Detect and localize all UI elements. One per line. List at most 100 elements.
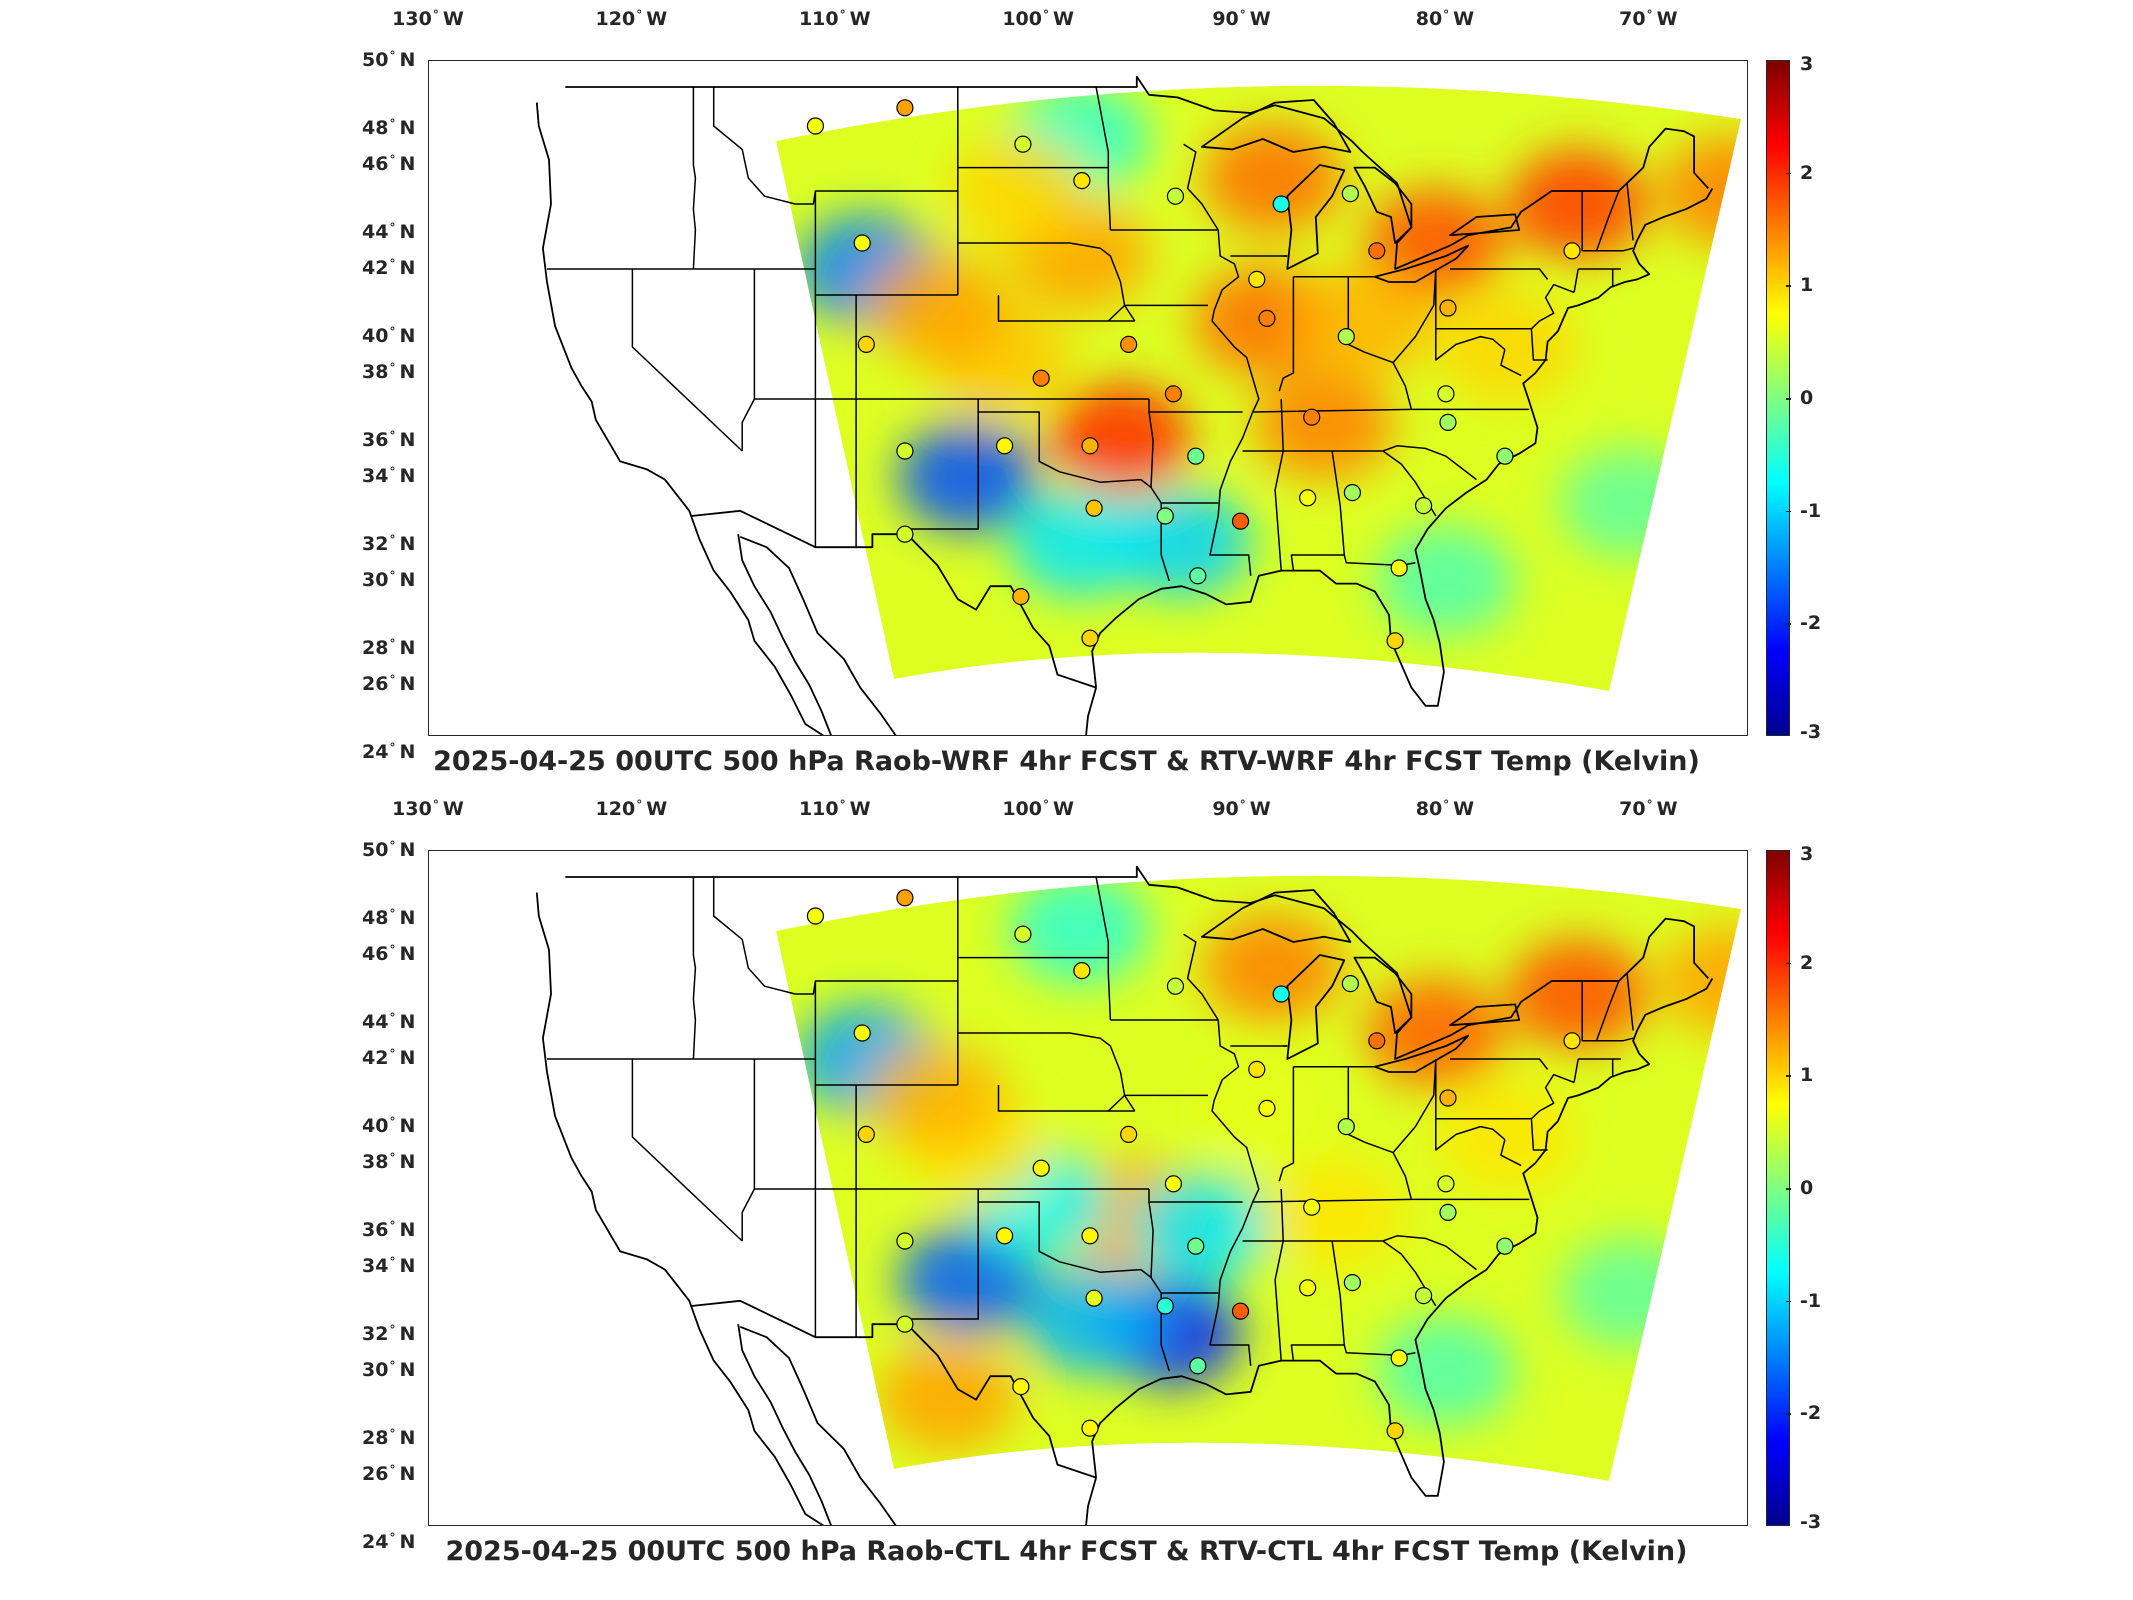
raob-station-marker [1341,975,1359,993]
lat-tick-label: 40° N [362,1115,416,1137]
colorbar-tick-label: -2 [1800,1402,1822,1425]
lat-tick-label: 32° N [362,533,416,555]
map-svg [535,75,1741,735]
lat-tick-label: 38° N [362,1151,416,1173]
lon-tick-label: 110° W [798,8,871,30]
raob-station-marker [1085,499,1103,517]
lat-tick-label: 24° N [362,1531,416,1553]
lat-tick-label: 26° N [362,673,416,695]
field-anomaly [1508,939,1649,1049]
state-border [1095,876,1112,1021]
colorbar-tick [1786,172,1791,175]
field-anomaly [867,253,1008,363]
raob-station-marker [853,234,871,252]
state-border [1347,268,1437,364]
raob-station-marker [1496,447,1514,465]
raob-station-marker [1231,512,1250,530]
coastline [737,1324,832,1525]
state-border [547,1058,743,1242]
raob-station-marker [1496,1237,1514,1255]
field-anomaly [1559,1238,1699,1348]
raob-station-marker [1189,567,1207,585]
colorbar-tick-label: 2 [1800,161,1814,184]
raob-station-marker [1014,925,1032,943]
colorbar-tick [1786,1300,1791,1303]
state-border [1343,1344,1416,1357]
field-anomaly [1436,292,1577,402]
lon-tick-label: 70° W [1619,798,1678,820]
field-anomaly [897,422,1038,532]
state-border [741,269,756,451]
state-border [1183,933,1260,1366]
lat-tick-label: 40° N [362,325,416,347]
lon-tick-label: 70° W [1619,8,1678,30]
raob-station-marker [1085,1289,1103,1307]
state-border [741,1059,756,1241]
raob-station-marker [1032,369,1050,387]
state-border [1582,1037,1634,1042]
field-anomaly [1203,913,1344,1023]
raob-station-marker [1073,961,1091,980]
raob-station-marker [1439,413,1457,431]
lat-tick-label: 30° N [362,569,416,591]
field-anomaly [897,1225,1038,1335]
lat-tick-label: 30° N [362,1359,416,1381]
colorbar-tick-label: 1 [1800,274,1814,297]
raob-station-marker [1156,1297,1174,1315]
bottom-map-panel: 130° W 120° W 110° W 100° W 90° W 80° W 70° W 50° N 48° N… [0,790,2133,1600]
raob-station-marker [1337,1118,1355,1136]
raob-station-marker [1343,484,1361,502]
coastline [1091,187,1714,707]
raob-station-marker [1439,299,1457,317]
lat-tick-label: 44° N [362,1011,416,1033]
field-anomaly [1559,448,1699,558]
raob-station-marker [1437,1175,1455,1193]
lon-tick-label: 100° W [1002,8,1074,30]
state-border [1435,328,1506,361]
raob-station-marker [995,1227,1014,1245]
raob-station-marker [1081,437,1099,455]
colorbar-tick [1786,962,1791,965]
raob-station-marker [1414,497,1433,515]
lon-tick-label: 100° W [1002,798,1074,820]
field-anomaly [1009,487,1150,597]
lat-tick-label: 28° N [362,637,416,659]
lon-tick-label: 80° W [1415,8,1475,30]
coastline [737,534,832,735]
lon-tick-label: 90° W [1212,8,1271,30]
raob-station-marker [1120,1125,1138,1143]
great-lake [1201,99,1352,153]
raob-station-marker [1258,309,1276,327]
raob-station-marker [1258,1099,1276,1117]
raob-station-marker [995,437,1014,455]
raob-station-marker [1248,1060,1266,1078]
state-border [1530,1118,1548,1151]
raob-station-marker [1343,1274,1361,1292]
raob-station-marker [896,889,914,907]
raob-station-marker [1164,1175,1183,1193]
raob-station-marker [1156,507,1174,525]
great-lake [1373,1034,1470,1073]
boundaries [535,865,1714,1525]
state-border [1183,143,1260,576]
state-border [1435,269,1575,330]
great-lake [1449,1003,1521,1027]
coastline [535,892,825,1525]
state-border [904,412,979,530]
raob-station-marker [1014,135,1032,153]
state-border [1626,183,1634,241]
lat-tick-label: 26° N [362,1463,416,1485]
field-anomaly [1264,1160,1405,1270]
coastline [739,1325,897,1525]
state-border [1392,1152,1413,1200]
state-border [1626,973,1634,1031]
colorbar-tick [1786,285,1791,287]
coastline [535,102,825,735]
lat-tick-label: 24° N [362,741,416,763]
lat-tick-label: 42° N [362,257,416,279]
panel-title: 2025-04-25 00UTC 500 hPa Raob-CTL 4hr FC… [445,1536,1688,1567]
state-border [632,1058,958,1086]
state-border [1450,268,1549,280]
raob-station-marker [1081,629,1099,647]
state-border [1573,268,1579,293]
